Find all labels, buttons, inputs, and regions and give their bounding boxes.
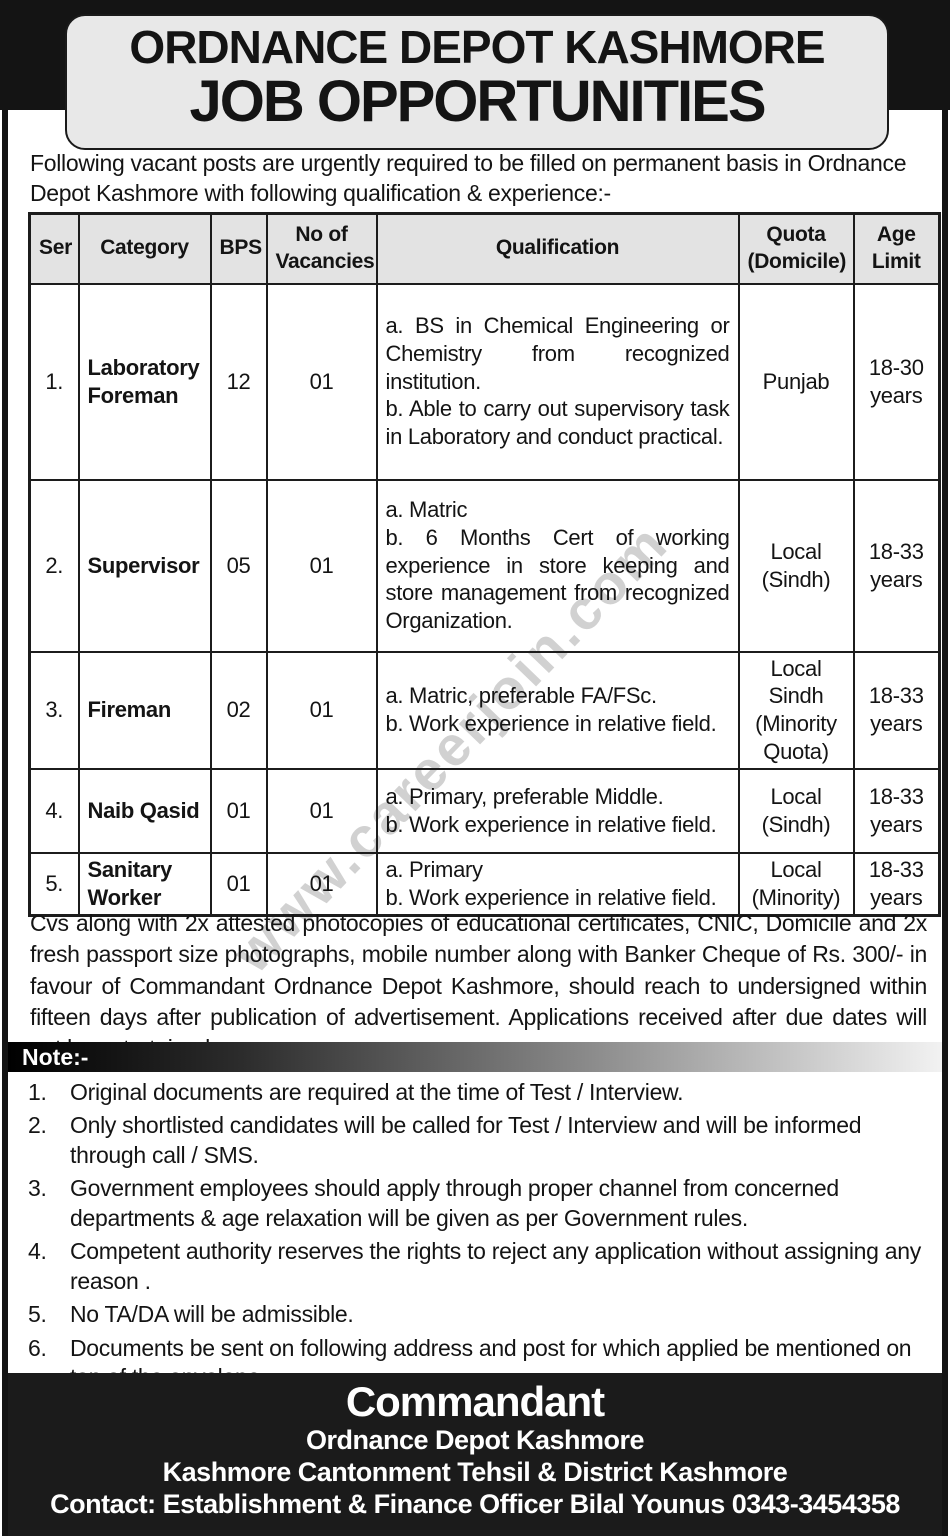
vacancies-table: Ser Category BPS No of Vacancies Qualifi… [28,212,941,918]
cell-category: Laboratory Foreman [77,282,212,481]
note-item: 5. No TA/DA will be admissible. [28,1300,930,1329]
cell-bps: 05 [209,478,268,653]
cell-qualification: a. Primary, preferable Middle. b. Work e… [375,768,740,855]
cell-qualification: a. Matric, preferable FA/FSc. b. Work ex… [375,650,740,771]
cell-qualification: a. BS in Chemical Engineering or Chemist… [375,282,740,481]
footer-address-box: Commandant Ordnance Depot Kashmore Kashm… [8,1373,942,1536]
note-item: 2. Only shortlisted candidates will be c… [28,1111,930,1170]
note-item: 4. Competent authority reserves the righ… [28,1237,930,1296]
col-qualification: Qualification [375,212,740,285]
notes-list: 1. Original documents are required at th… [28,1078,930,1396]
col-quota: Quota (Domicile) [737,212,855,285]
cell-ser: 3. [28,650,80,771]
intro-text: Following vacant posts are urgently requ… [30,150,907,207]
left-border [2,0,8,1536]
note-item: 3. Government employees should apply thr… [28,1174,930,1233]
cell-qualification: a. Primary b. Work experience in relativ… [375,852,740,917]
footer-unit: Ordnance Depot Kashmore [305,1425,645,1456]
cell-ser: 2. [28,478,80,653]
cell-age-limit: 18-33 years [852,478,941,653]
cell-quota: Local (Minority) [737,852,855,917]
cell-quota: Local (Sindh) [737,478,855,653]
cell-quota: Local (Sindh) [737,768,855,855]
cell-vacancies: 01 [265,650,378,771]
cell-age-limit: 18-30 years [852,282,941,481]
note-text: Only shortlisted candidates will be call… [70,1112,862,1168]
col-age-limit: Age Limit [852,212,941,285]
table-row: 5. Sanitary Worker 01 01 a. Primary b. W… [28,852,941,917]
note-number: 1. [28,1079,47,1105]
cell-vacancies: 01 [265,478,378,653]
cell-age-limit: 18-33 years [852,768,941,855]
cell-bps: 01 [209,768,268,855]
footer-designation: Commandant [345,1378,605,1425]
note-number: 4. [28,1238,47,1265]
cell-category: Supervisor [77,478,212,653]
header-box: ORDNANCE DEPOT KASHMORE JOB OPPORTUNITIE… [65,14,889,150]
col-vacancies: No of Vacancies [265,212,378,285]
cell-category: Fireman [77,650,212,771]
col-ser: Ser [28,212,80,285]
note-text: Competent authority reserves the rights … [70,1238,921,1294]
cell-ser: 5. [28,852,80,917]
note-text: Government employees should apply throug… [70,1175,839,1231]
note-number: 6. [28,1334,47,1361]
table-row: 3. Fireman 02 01 a. Matric, preferable F… [28,650,941,771]
table-row: 2. Supervisor 05 01 a. Matric b. 6 Month… [28,478,941,653]
cell-vacancies: 01 [265,768,378,855]
right-border [942,0,948,1536]
cell-qualification: a. Matric b. 6 Months Cert of working ex… [375,478,740,653]
cell-bps: 02 [209,650,268,771]
cell-bps: 01 [209,852,268,917]
cell-ser: 4. [28,768,80,855]
note-item: 1. Original documents are required at th… [28,1078,930,1107]
note-text: No TA/DA will be admissible. [70,1301,354,1328]
note-number: 5. [28,1301,47,1328]
cell-vacancies: 01 [265,282,378,481]
organization-title: ORDNANCE DEPOT KASHMORE [129,21,825,73]
cell-category: Sanitary Worker [77,852,212,917]
col-category: Category [77,212,212,285]
table-header: Ser Category BPS No of Vacancies Qualifi… [28,212,941,285]
note-heading-bar: Note:- [8,1042,942,1072]
cell-age-limit: 18-33 years [852,852,941,917]
application-instructions: Cvs along with 2x attested photocopies o… [30,910,927,1061]
cell-vacancies: 01 [265,852,378,917]
note-heading-label: Note:- [22,1044,89,1070]
table-row: 1. Laboratory Foreman 12 01 a. BS in Che… [28,282,941,481]
note-number: 2. [28,1112,47,1139]
cell-age-limit: 18-33 years [852,650,941,771]
col-bps: BPS [209,212,268,285]
footer-contact: Contact: Establishment & Finance Officer… [50,1488,900,1519]
table-header-row: Ser Category BPS No of Vacancies Qualifi… [28,212,941,285]
table-row: 4. Naib Qasid 01 01 a. Primary, preferab… [28,768,941,855]
cell-quota: Local Sindh (Minority Quota) [737,650,855,771]
cell-ser: 1. [28,282,80,481]
note-text: Original documents are required at the t… [70,1079,684,1105]
footer-address: Kashmore Cantonment Tehsil & District Ka… [162,1457,788,1488]
page-title: JOB OPPORTUNITIES [189,69,766,134]
cell-category: Naib Qasid [77,768,212,855]
cell-bps: 12 [209,282,268,481]
cell-quota: Punjab [737,282,855,481]
note-number: 3. [28,1175,47,1202]
